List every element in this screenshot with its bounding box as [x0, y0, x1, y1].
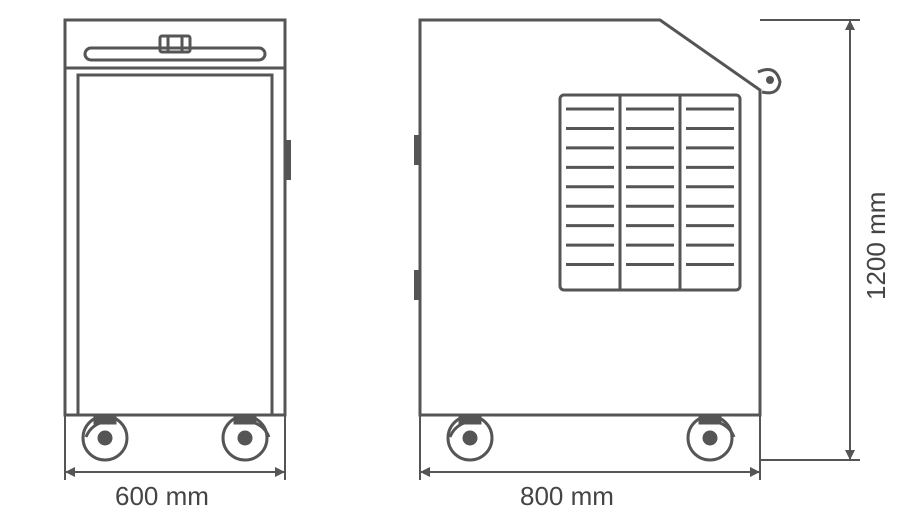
- side-view: 800 mm 1200 mm: [414, 20, 891, 511]
- dimension-drawing: 600 mm: [0, 0, 900, 525]
- side-wheels: [448, 415, 734, 460]
- side-height-label: 1200 mm: [861, 192, 891, 300]
- front-wheels: [83, 415, 269, 460]
- front-handle: [65, 36, 285, 68]
- vent-louvers: [566, 95, 734, 290]
- side-width-label: 800 mm: [520, 481, 614, 511]
- front-width-label: 600 mm: [115, 481, 209, 511]
- side-height-dimension: [760, 20, 860, 460]
- side-width-dimension: [420, 415, 760, 480]
- front-view: 600 mm: [65, 20, 291, 511]
- vent-panel: [560, 95, 740, 290]
